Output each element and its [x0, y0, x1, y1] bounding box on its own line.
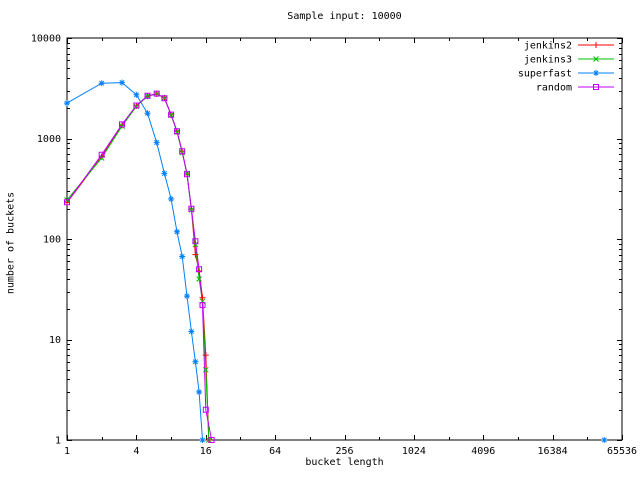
series-jenkins3-line [66, 93, 210, 441]
legend-item-jenkins3: jenkins3 [524, 55, 614, 66]
axis-ticks [67, 38, 623, 441]
y-tick-labels: 1 10 100 1000 10000 [31, 34, 61, 447]
x-tick-label: 4096 [471, 446, 495, 457]
series-superfast-points [64, 79, 608, 443]
x-tick-label: 256 [335, 446, 353, 457]
legend-sample-cross-icon [578, 56, 614, 62]
series-jenkins2-line [66, 93, 210, 441]
legend-label: jenkins3 [524, 55, 572, 66]
y-tick-label: 100 [43, 235, 61, 246]
x-tick-label: 1 [64, 446, 70, 457]
x-tick-label: 65536 [607, 446, 637, 457]
x-tick-labels: 1 4 16 64 256 1024 4096 16384 65536 [64, 446, 637, 457]
legend: jenkins2 jenkins3 superfast random [518, 41, 614, 94]
x-tick-label: 16384 [538, 446, 568, 457]
y-tick-label: 1000 [37, 134, 61, 145]
x-tick-label: 16 [200, 446, 212, 457]
legend-item-superfast: superfast [518, 69, 614, 80]
legend-label: superfast [518, 69, 572, 80]
legend-sample-square-icon [578, 84, 614, 90]
y-tick-label: 1 [55, 436, 61, 447]
legend-sample-plus-icon [578, 42, 614, 48]
x-tick-label: 1024 [402, 446, 426, 457]
series-random-line [66, 93, 213, 441]
legend-sample-star-icon [578, 70, 614, 76]
series-lines [66, 82, 605, 441]
chart-title: Sample input: 10000 [287, 11, 402, 22]
x-axis-label: bucket length [305, 457, 384, 468]
legend-label: random [536, 83, 572, 94]
series-random-points [64, 90, 215, 443]
y-tick-label: 10 [49, 335, 61, 346]
y-tick-label: 10000 [31, 34, 61, 45]
legend-item-random: random [536, 83, 614, 94]
legend-item-jenkins2: jenkins2 [524, 41, 614, 52]
series-jenkins3-points [64, 90, 212, 443]
x-tick-label: 64 [269, 446, 281, 457]
series-superfast-line [66, 82, 605, 441]
y-axis-label: number of buckets [5, 191, 17, 295]
legend-label: jenkins2 [524, 41, 572, 52]
series-markers [64, 79, 608, 443]
x-tick-label: 4 [133, 446, 139, 457]
series-jenkins2-points [64, 90, 212, 443]
